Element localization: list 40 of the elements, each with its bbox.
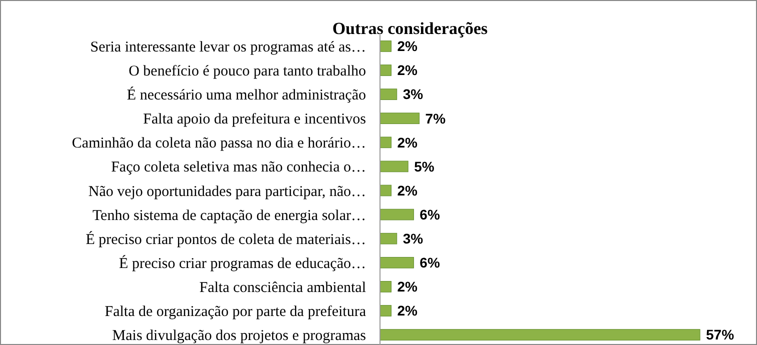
data-label: 6% (420, 206, 440, 222)
bar (380, 160, 408, 172)
y-tick-label: O benefício é pouco para tanto trabalho (128, 64, 366, 80)
bar (380, 256, 414, 268)
bar (380, 88, 398, 100)
bar (380, 136, 392, 148)
data-label: 2% (397, 302, 418, 319)
bar (380, 184, 392, 196)
data-label: 3% (402, 230, 424, 246)
data-label: 2% (397, 62, 418, 78)
data-label: 5% (414, 158, 435, 174)
y-tick-label: Mais divulgação dos projetos e programas (112, 328, 366, 344)
y-tick-label: É preciso criar pontos de coleta de materiais… (86, 230, 366, 248)
data-label: 7% (425, 110, 446, 126)
bar (380, 281, 392, 292)
y-tick-label: Falta de organização por parte da prefeitura (104, 304, 366, 320)
y-tick-label: Não vejo oportunidades para participar, não… (88, 184, 366, 200)
y-tick-label: Caminhão da coleta não passa no dia e horário… (72, 136, 366, 152)
bar (380, 305, 392, 316)
data-label: 2% (397, 134, 418, 150)
bar (380, 232, 398, 244)
bar (380, 40, 392, 52)
y-tick-label: Tenho sistema de captação de energia solar… (92, 208, 366, 224)
data-label: 2% (397, 38, 418, 54)
y-tick-label: Falta consciência ambiental (199, 280, 366, 296)
data-label: 6% (420, 254, 440, 271)
y-tick-label: Falta apoio da prefeitura e incentivos (143, 112, 366, 128)
data-label: 57% (706, 326, 735, 343)
y-tick-label: É necessário uma melhor administração (126, 86, 366, 104)
chart-title: Outras considerações (332, 19, 488, 38)
bar (380, 112, 420, 124)
y-tick-label: Faço coleta seletiva mas não conhecia o… (111, 160, 366, 176)
bar (380, 64, 392, 76)
y-tick-label: Seria interessante levar os programas até as… (90, 39, 366, 56)
data-label: 2% (397, 278, 418, 295)
y-tick-label: É preciso criar programas de educação… (119, 254, 366, 272)
bar (380, 208, 414, 220)
bar (380, 329, 700, 340)
data-label: 3% (402, 86, 424, 102)
data-label: 2% (397, 182, 418, 198)
